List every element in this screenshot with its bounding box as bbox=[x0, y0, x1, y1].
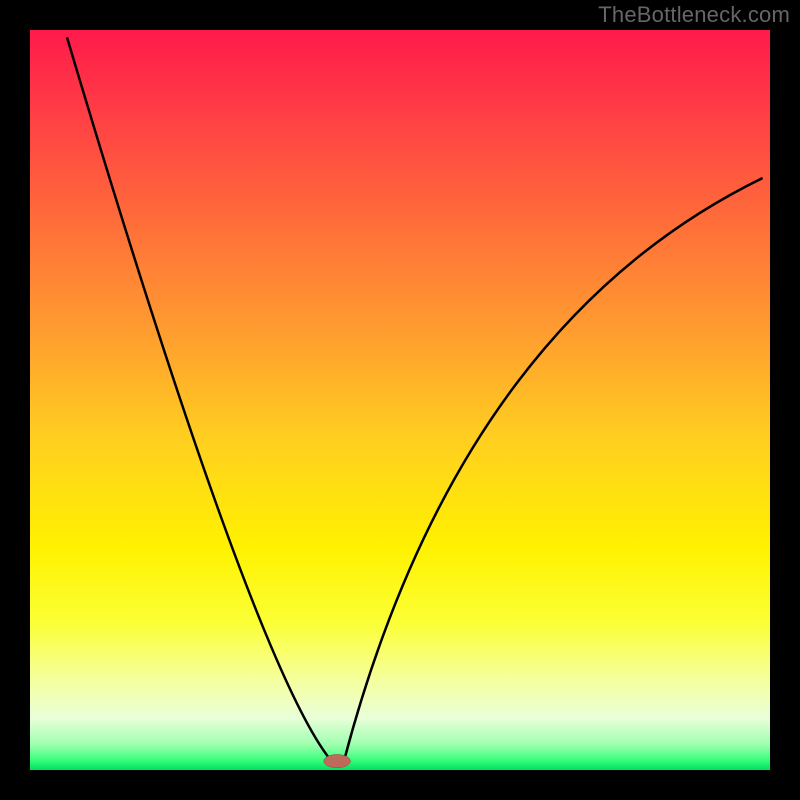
watermark-text: TheBottleneck.com bbox=[598, 2, 790, 28]
plot-background bbox=[30, 30, 770, 770]
optimal-point-marker bbox=[324, 754, 351, 767]
bottleneck-chart bbox=[0, 0, 800, 800]
chart-container: TheBottleneck.com bbox=[0, 0, 800, 800]
